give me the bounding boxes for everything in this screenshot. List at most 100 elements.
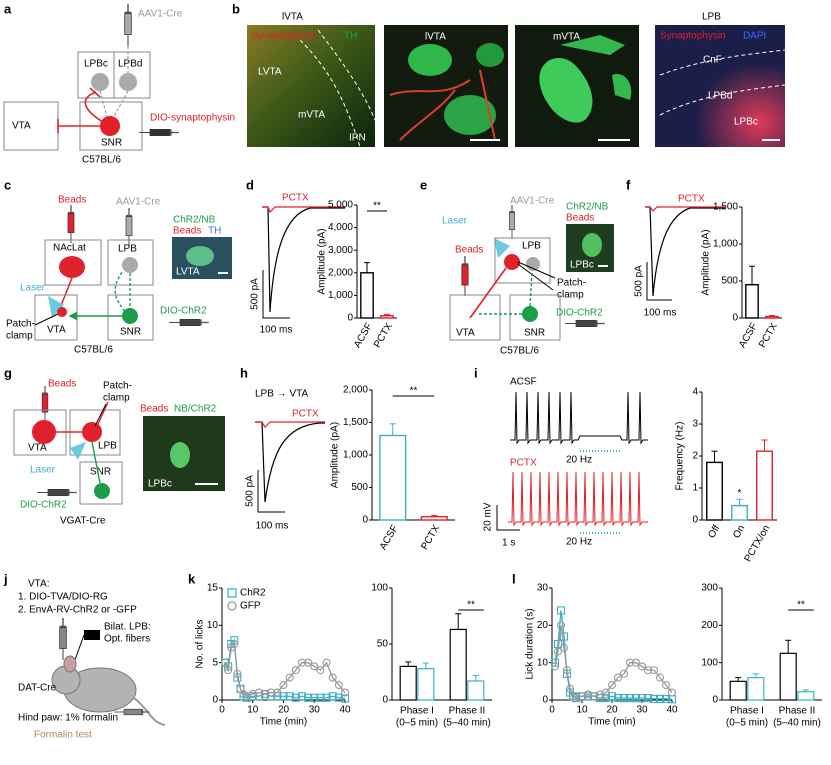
cell [170, 442, 190, 468]
bar [747, 676, 765, 701]
group-label: Phase II [449, 706, 486, 717]
syringe [461, 256, 469, 296]
group-label: Phase II [779, 706, 816, 717]
protocol-line: VTA: [28, 579, 49, 590]
tracer-label: Beads [58, 195, 86, 206]
neuron [59, 256, 85, 278]
panel-h: LPB → VTA PCTX 500 pA 100 ms [245, 389, 325, 532]
y-tick-label: 0 [712, 695, 718, 706]
panel-i: ACSF 20 Hz PCTX 20 Hz 20 mV 1 s [483, 377, 648, 549]
fiber [389, 69, 496, 141]
group-range: (0–5 min) [396, 718, 438, 729]
region-label: LVTA [258, 67, 282, 78]
y-tick-label: 10 [207, 620, 219, 631]
cell [408, 44, 452, 76]
y-tick-label: 0 [347, 313, 353, 324]
y-tick-label: 200 [701, 620, 718, 631]
tracer-label: Beads [48, 379, 76, 390]
marker [625, 658, 635, 667]
vector-label: AAV1-Cre [116, 197, 161, 208]
y-axis-label: Lick duration (s) [525, 608, 536, 679]
syringe [137, 128, 181, 137]
marker [248, 692, 257, 701]
trace [262, 206, 345, 214]
syringe [168, 318, 210, 327]
scale-label: 100 ms [256, 521, 289, 532]
mouse-line: VGAT-Cre [60, 516, 106, 527]
y-axis-label: No. of licks [195, 620, 206, 669]
y-axis-label: Amplitude (pA) [317, 228, 328, 294]
image-title: lVTA [425, 32, 446, 43]
marker [304, 658, 313, 667]
significance: ** [797, 600, 805, 611]
panel-a: AAV1-Cre LPBc LPBd VTA SNR DIO-synaptoph… [3, 4, 235, 166]
trace [508, 471, 648, 527]
micrograph [247, 25, 375, 147]
neuron [100, 116, 120, 136]
region-box [79, 461, 123, 505]
neuron [94, 483, 110, 499]
region-label: VTA [28, 443, 47, 454]
projection [469, 267, 507, 319]
bar [779, 652, 797, 701]
panel-label: a [4, 1, 12, 16]
x-tick-label: 0 [549, 705, 555, 716]
image-title: mVTA [553, 32, 580, 43]
panel-f: PCTX 500 pA 100 ms [634, 194, 725, 319]
stain-label: Beads [140, 404, 168, 415]
marker [550, 662, 560, 671]
panel-b: lVTA Synaptophysin TH LVTA mVTA IPN lVTA… [247, 12, 786, 148]
region-box [107, 294, 154, 341]
region-label: LPB [118, 244, 137, 255]
marker [643, 666, 653, 675]
panel-j: VTA: 1. DIO-TVA/DIO-RG 2. EnvA-RV-ChR2 o… [18, 579, 166, 741]
syringe [508, 205, 516, 239]
marker [233, 669, 242, 678]
stain-label: Synaptophysin [660, 31, 726, 42]
marker [559, 643, 569, 652]
panel-label: h [240, 365, 248, 380]
stain-label: TH [344, 31, 357, 42]
significance: ** [410, 386, 418, 397]
syringe [123, 4, 133, 46]
category-label: PCTX [372, 321, 395, 350]
region-label: mVTA [298, 110, 325, 121]
marker [661, 694, 671, 703]
scale-label: 100 ms [644, 308, 677, 319]
stain-label: NB/ChR2 [174, 404, 217, 415]
mouse-line: C57BL/6 [82, 155, 121, 166]
legend-label: ChR2 [240, 588, 266, 599]
y-tick-label: 4,000 [328, 222, 353, 233]
panel-title: LPB → VTA [255, 389, 308, 400]
marker [559, 632, 569, 641]
y-tick-label: 100 [701, 657, 718, 668]
y-tick-label: 2,000 [328, 267, 353, 278]
region-label: LPBd [118, 59, 142, 70]
bar [399, 665, 417, 701]
cell [476, 43, 504, 67]
marker [562, 666, 572, 675]
y-tick-label: 5 [212, 657, 218, 668]
stain-label: TH [208, 226, 221, 237]
category-label: ACSF [352, 321, 375, 350]
marker [637, 662, 647, 671]
y-tick-label: 0 [212, 695, 218, 706]
significance: ** [467, 600, 475, 611]
y-tick-label: 5,000 [328, 200, 353, 211]
marker [267, 688, 276, 697]
neuron [122, 308, 138, 324]
neuron [122, 257, 138, 273]
marker [260, 689, 270, 699]
region-label: SNR [120, 327, 141, 338]
category-label: On [731, 523, 747, 540]
y-tick-label: 1,000 [328, 290, 353, 301]
y-tick-label: 100 [371, 583, 388, 594]
laser-label: Laser [30, 465, 56, 476]
marker [571, 692, 581, 701]
fiber-label: Bilat. LPB: [104, 622, 151, 633]
trace [645, 206, 725, 212]
category-label: Off [706, 523, 722, 540]
region-label: SNR [101, 138, 122, 149]
annotation: clamp [6, 331, 33, 342]
vector-label: DIO-synaptophysin [150, 113, 235, 124]
